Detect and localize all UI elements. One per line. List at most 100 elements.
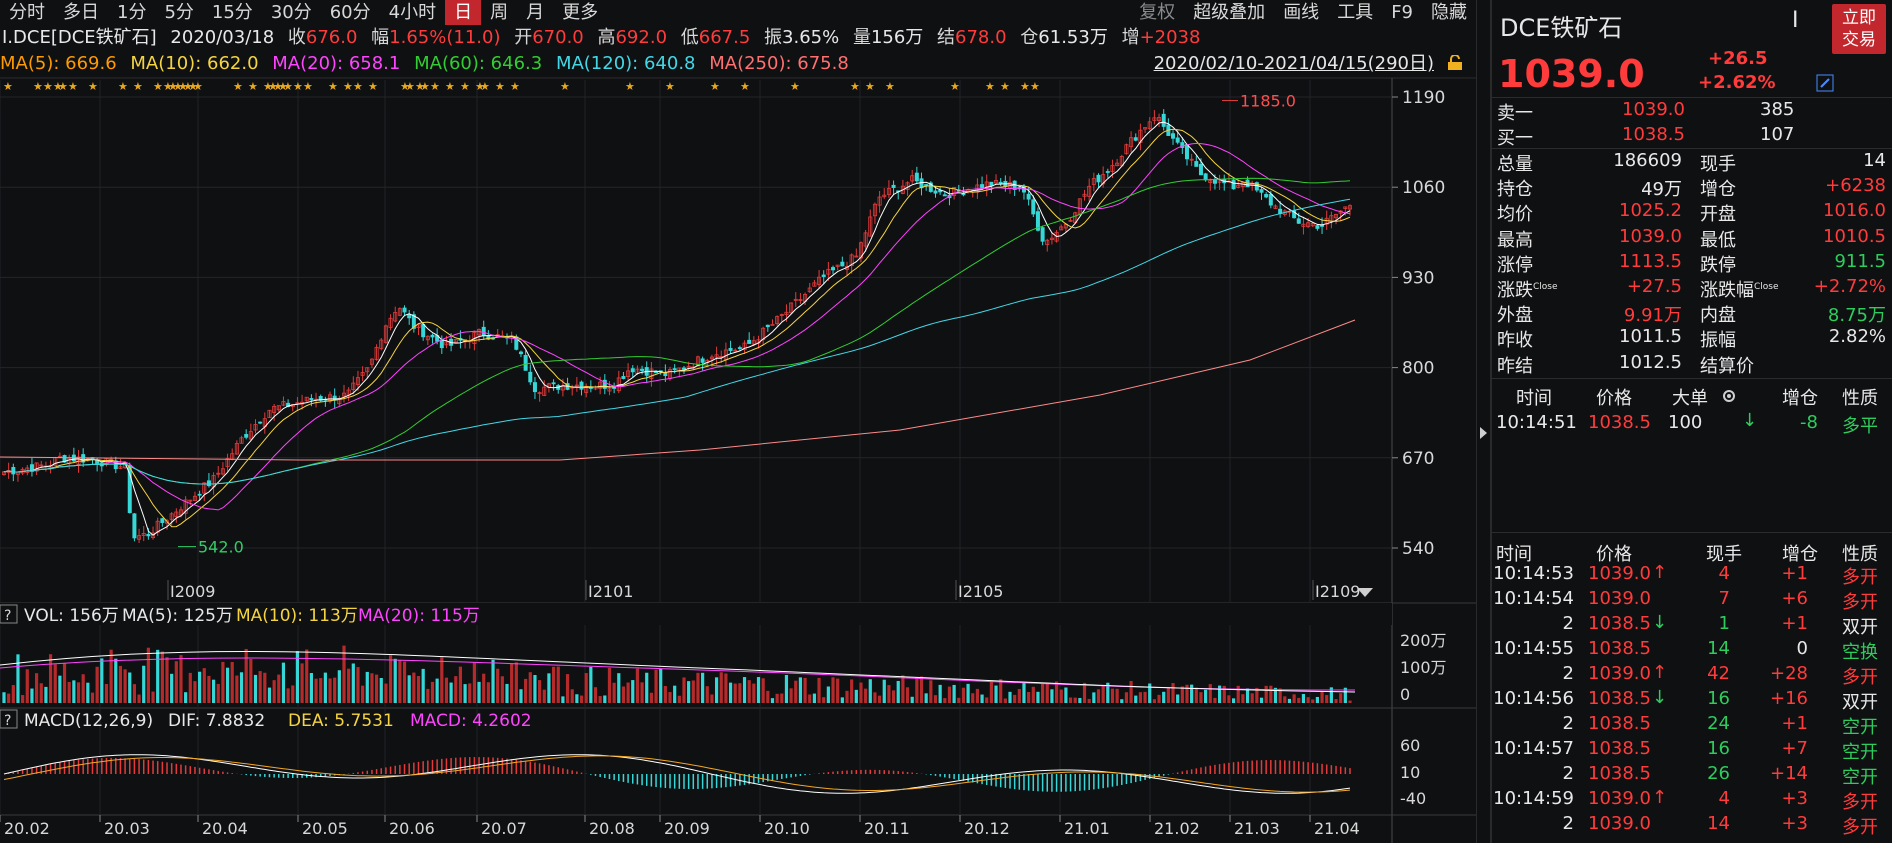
timeframe-tab-7[interactable]: 4小时 [388, 2, 437, 23]
lock-icon[interactable] [1446, 55, 1464, 71]
event-star-0: ★ [3, 80, 13, 93]
stat-left-label-1: 持仓 [1497, 179, 1533, 201]
candle-body [877, 196, 882, 206]
candle-body [1287, 210, 1292, 213]
volume-bar [1003, 698, 1007, 703]
trade-now-button[interactable]: 立即 交易 [1832, 4, 1886, 54]
candles [2, 109, 1353, 544]
volume-bar [440, 657, 444, 703]
toolbar-right: 复权 超级叠加 画线 工具 F9 隐藏 [1130, 0, 1476, 25]
candle-body [546, 383, 551, 389]
candle-body [970, 190, 975, 193]
toolbar-right-button-5[interactable]: 隐藏 [1431, 2, 1467, 23]
candle-body [1217, 179, 1222, 183]
volume-legend-2: MA(10): 113万 [236, 606, 358, 626]
candle-body [630, 368, 635, 373]
candle-body [435, 335, 440, 342]
volume-bar [1171, 683, 1175, 703]
expand-arrow-icon[interactable] [1477, 0, 1491, 843]
tick-nature-9: 多开 [1842, 792, 1878, 813]
volume-bar [323, 672, 327, 703]
toolbar-right-button-4[interactable]: F9 [1391, 2, 1413, 23]
volume-bar [710, 694, 714, 703]
inc-value: +2038 [1139, 27, 1201, 48]
volume-bar [691, 680, 695, 703]
stat-right-label-0: 现手 [1700, 154, 1736, 175]
event-star-24: ★ [293, 80, 303, 93]
candle-body [286, 402, 291, 407]
timeframe-tab-8[interactable]: 日 [445, 0, 482, 25]
event-star-50: ★ [950, 80, 960, 93]
timeframe-tab-6[interactable]: 60分 [329, 2, 371, 23]
macd-help-icon[interactable] [0, 709, 18, 729]
bigorder-volume: 100 [1668, 412, 1703, 433]
candle-body [272, 406, 277, 413]
candle-body [858, 242, 863, 259]
volume-bar [1227, 695, 1231, 703]
bigorder-header-2: 大单 [1672, 388, 1708, 409]
volume-bar [198, 671, 202, 703]
toolbar-right-button-3[interactable]: 工具 [1337, 2, 1374, 23]
volume-bar [570, 689, 574, 703]
volume-help-icon[interactable] [0, 604, 18, 624]
timeframe-tab-9[interactable]: 周 [490, 2, 509, 23]
candle-body [1329, 215, 1334, 222]
candle-body [737, 347, 742, 349]
volume-bar [384, 683, 388, 703]
toolbar-right-button-0[interactable]: 复权 [1139, 2, 1176, 23]
timeframe-tab-11[interactable]: 更多 [562, 2, 599, 23]
timeframe-tab-3[interactable]: 5分 [164, 2, 194, 23]
toolbar-right-button-1[interactable]: 超级叠加 [1193, 2, 1266, 23]
event-star-46: ★ [790, 80, 800, 93]
candle-body [1324, 217, 1329, 225]
ma250-legend: MA(250): 675.8 [709, 53, 849, 74]
volume-bar [593, 687, 598, 703]
volume-bar [1073, 697, 1077, 703]
price-axis-label-4: 670 [1402, 449, 1434, 469]
volume-bar [817, 677, 821, 703]
timeframe-tab-10[interactable]: 月 [526, 2, 545, 23]
volume-bar [524, 678, 528, 703]
volume-bar [822, 697, 826, 703]
event-star-38: ★ [480, 80, 490, 93]
volume-bar [128, 672, 132, 703]
change-value: 1.65%(11.0) [389, 27, 501, 48]
timeframe-tab-4[interactable]: 15分 [211, 2, 253, 23]
candle-body [793, 298, 798, 301]
volume-bar [794, 680, 798, 703]
candle-body [1343, 206, 1348, 209]
tick-time-8: 2 [1562, 763, 1574, 784]
gear-icon[interactable] [1720, 387, 1738, 405]
toolbar-right-button-2[interactable]: 画线 [1283, 2, 1320, 23]
volume-bar [1106, 682, 1110, 703]
timeframe-tab-2[interactable]: 1分 [117, 2, 147, 23]
volume-bar [1306, 697, 1310, 703]
volume-bar [1124, 692, 1129, 703]
timeframe-tab-1[interactable]: 多日 [63, 2, 99, 23]
date-range-link[interactable]: 2020/02/10-2021/04/15(290日) [1153, 53, 1434, 74]
edit-icon[interactable] [1816, 74, 1834, 92]
timeframe-tab-5[interactable]: 30分 [270, 2, 312, 23]
candle-body [290, 403, 295, 408]
volume-bar [831, 677, 835, 703]
candle-body [374, 347, 379, 360]
candle-body [253, 424, 258, 431]
panel-collapse-handle[interactable] [1476, 0, 1490, 843]
stat-left-label-7: 昨收 [1497, 330, 1533, 352]
dropdown-arrow-icon[interactable] [1357, 588, 1373, 597]
buy1-label: 买一 [1497, 128, 1533, 149]
macd-axis-label-0: 60 [1400, 736, 1420, 755]
candle-body [365, 367, 370, 373]
timeframe-tab-0[interactable]: 分时 [9, 2, 45, 23]
event-star-39: ★ [495, 80, 505, 93]
candle-body [25, 467, 30, 473]
volume-bar [267, 687, 272, 703]
candle-body [1003, 180, 1008, 187]
candle-body [733, 349, 738, 352]
candle-body [379, 339, 384, 349]
candle-body [39, 464, 44, 467]
trade-now-label-1: 交易 [1842, 30, 1876, 50]
date-axis-label-11: 21.01 [1064, 819, 1110, 838]
candle-body [318, 396, 323, 401]
